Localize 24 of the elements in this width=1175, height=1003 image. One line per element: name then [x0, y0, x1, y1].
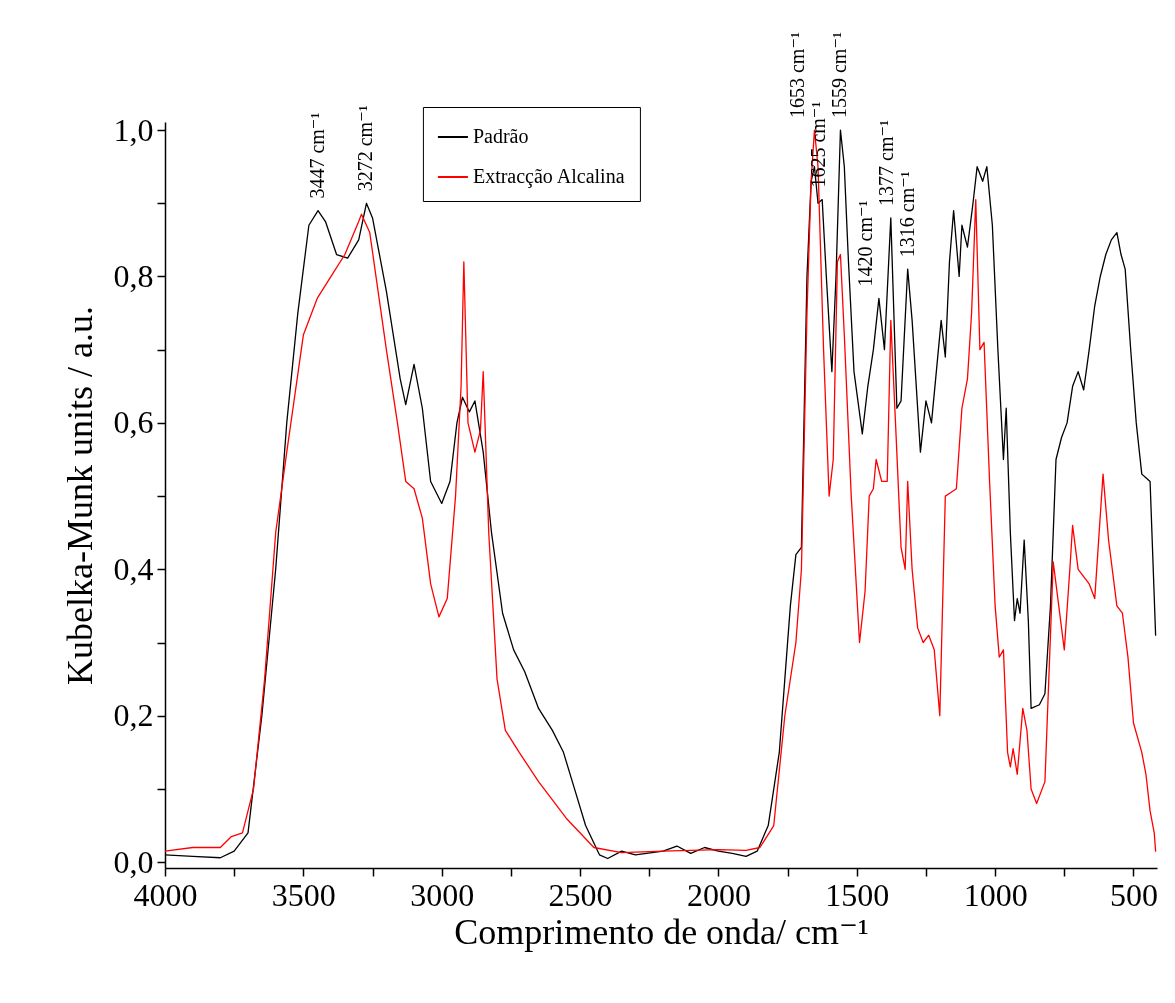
y-tick-label: 0,6: [113, 404, 154, 441]
x-tick-label: 1500: [825, 876, 890, 913]
y-axis-title: Kubelka-Munk units / a.u.: [59, 306, 100, 685]
y-tick-label: 1,0: [113, 111, 154, 148]
y-tick-label: 0,4: [113, 550, 154, 587]
y-tick-label: 0,8: [113, 257, 154, 294]
legend-label: Padrão: [472, 125, 529, 147]
annotation: 3272 cm⁻¹: [354, 105, 377, 192]
legend-label: Extracção Alcalina: [472, 165, 625, 188]
x-tick-label: 3500: [271, 876, 336, 913]
annotation: 1625 cm⁻¹: [807, 101, 830, 188]
x-tick-label: 2500: [548, 876, 613, 913]
annotation: 1653 cm⁻¹: [786, 32, 809, 119]
annotation: 1377 cm⁻¹: [874, 119, 897, 206]
x-tick-label: 1000: [963, 876, 1028, 913]
x-tick-label: 2000: [686, 876, 751, 913]
x-tick-label: 500: [1109, 876, 1158, 913]
annotation: 1420 cm⁻¹: [853, 200, 876, 287]
x-axis-title: Comprimento de onda/ cm⁻¹: [454, 911, 869, 952]
annotation: 3447 cm⁻¹: [306, 112, 329, 199]
x-tick-label: 3000: [410, 876, 475, 913]
annotation: 1316 cm⁻¹: [895, 171, 918, 258]
annotation: 1559 cm⁻¹: [828, 32, 851, 119]
y-tick-label: 0,2: [113, 697, 154, 734]
